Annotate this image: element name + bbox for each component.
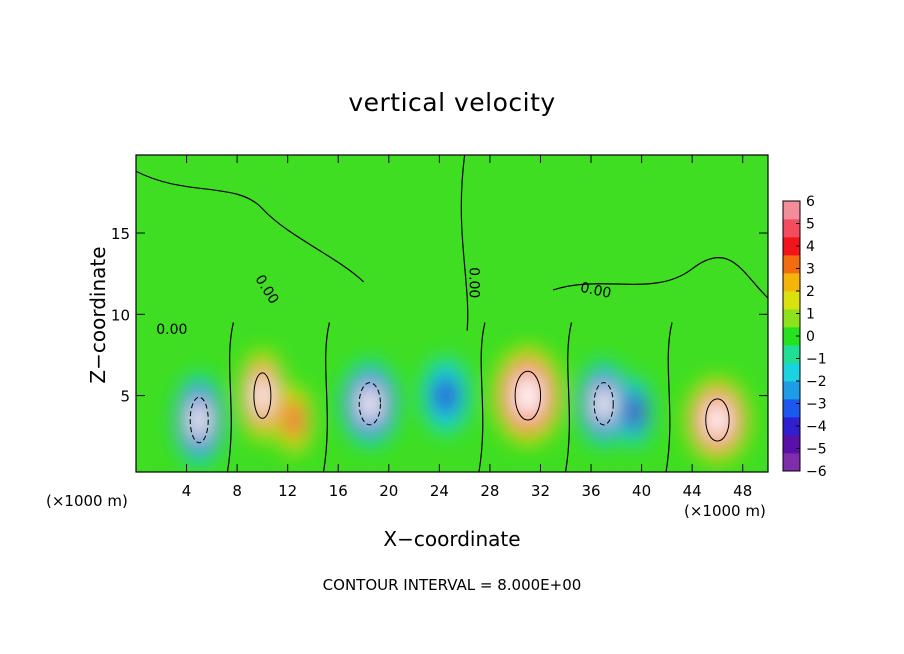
x-axis-label: X−coordinate [383, 527, 521, 551]
colorbar-segment-7 [783, 327, 800, 346]
x-tick-label-2: 12 [278, 482, 297, 500]
colorbar-segment-3 [783, 399, 800, 418]
x-unit-label-left: (×1000 m) [46, 492, 128, 510]
y-tick-label-1: 10 [111, 306, 130, 324]
zero-contour-0 [226, 322, 235, 472]
colorbar-segment-5 [783, 363, 800, 382]
colorbar-tick-label-0: 6 [806, 194, 815, 210]
contour-label-3: 0.00 [579, 280, 613, 302]
colorbar-segment-6 [783, 345, 800, 364]
contour-lines [136, 155, 768, 472]
inner-contour-3 [358, 382, 381, 426]
zero-contour-4 [478, 322, 486, 472]
y-axis-ticks: 5 10 15 [111, 225, 768, 406]
x-tick-label-4: 20 [379, 482, 398, 500]
colorbar-tick-label-10: −4 [806, 419, 827, 435]
zero-contour-7 [665, 322, 673, 472]
x-tick-label-9: 40 [632, 482, 651, 500]
field-cell-0-core [190, 398, 209, 442]
x-tick-label-7: 32 [531, 482, 550, 500]
contour-interval-note: CONTOUR INTERVAL = 8.000E+00 [322, 576, 582, 594]
colorbar-tick-label-4: 2 [806, 284, 815, 300]
inner-contour-0 [189, 396, 209, 444]
x-tick-label-11: 48 [733, 482, 752, 500]
zero-contour-2 [322, 322, 331, 472]
colorbar-segment-13 [783, 219, 800, 238]
colorbar-tick-label-5: 1 [806, 307, 815, 323]
zero-contour-5 [564, 322, 573, 472]
colorbar-tick-label-7: −1 [806, 352, 827, 368]
contour-label-0: 0.00 [156, 322, 187, 338]
x-tick-label-3: 16 [329, 482, 348, 500]
x-unit-label-right: (×1000 m) [684, 502, 766, 520]
field-cell-7-level-4 [629, 399, 642, 424]
colorbar-tick-label-3: 3 [806, 262, 815, 278]
field-cell-4-level-3 [436, 380, 456, 411]
colorbar-segment-0 [783, 453, 800, 472]
x-tick-label-10: 44 [683, 482, 702, 500]
colorbar-tick-label-6: 0 [806, 329, 815, 345]
colorbar-segment-4 [783, 381, 800, 400]
colorbar-tick-label-12: −6 [806, 464, 827, 480]
plot-frame [135, 154, 769, 473]
x-tick-label-0: 4 [182, 482, 192, 500]
colorbar-segment-12 [783, 237, 800, 256]
y-tick-label-2: 15 [111, 225, 130, 243]
x-tick-label-8: 36 [581, 482, 600, 500]
colorbar-tick-label-11: −5 [806, 442, 827, 458]
contour-label-2: 0.00 [466, 267, 482, 298]
upper-zero-contour [136, 155, 768, 331]
colorbar-segment-2 [783, 417, 800, 436]
x-tick-label-6: 28 [480, 482, 499, 500]
inner-contour-6 [593, 382, 614, 426]
field-cell-3-core [359, 384, 381, 424]
field-cell-1-core [253, 374, 271, 417]
inner-contour-1 [253, 372, 272, 419]
colorbar-tick-label-8: −2 [806, 374, 827, 390]
field-cell-5-core [514, 373, 541, 419]
colorbar-segment-11 [783, 255, 800, 274]
y-tick-label-0: 5 [120, 388, 130, 406]
x-axis-ticks: 4 8 12 16 20 24 28 32 36 40 44 48 [182, 155, 752, 500]
chart-title: vertical velocity [348, 88, 556, 117]
colorbar-segment-1 [783, 435, 800, 454]
colorbar-tick-label-2: 4 [806, 239, 815, 255]
x-tick-label-5: 24 [430, 482, 449, 500]
colorbar-segment-14 [783, 201, 800, 220]
colorbar-segment-8 [783, 309, 800, 328]
inner-contour-5 [514, 370, 542, 421]
colorbar: 6 5 4 3 2 1 0 −1 −2 −3 −4 −5 −6 [782, 194, 827, 480]
field-cell-8-core [705, 400, 730, 440]
field-cell-2-level-4 [287, 408, 301, 432]
field-cell-6-core [594, 384, 614, 424]
colorbar-segment-9 [783, 291, 800, 310]
colorbar-tick-label-9: −3 [806, 397, 827, 413]
colorbar-tick-label-1: 5 [806, 217, 815, 233]
plot-area [136, 155, 768, 472]
inner-contour-8 [705, 398, 730, 442]
colorbar-segment-10 [783, 273, 800, 292]
x-tick-label-1: 8 [232, 482, 242, 500]
y-axis-label: Z−coordinate [86, 246, 110, 384]
